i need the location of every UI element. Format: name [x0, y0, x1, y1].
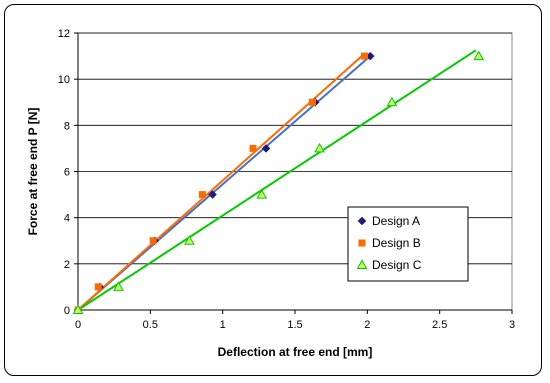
design-c-point	[473, 50, 485, 61]
x-tick-label: 3	[509, 319, 515, 331]
design-c-point	[386, 96, 398, 107]
y-tick-label: 2	[64, 259, 70, 271]
axes	[74, 32, 513, 314]
design-a-point	[208, 190, 217, 199]
design-a-point	[261, 144, 271, 153]
design-b-point	[198, 191, 206, 199]
design-b-point	[360, 52, 368, 60]
design-b-point	[308, 98, 316, 106]
legend-label-design-c: Design C	[372, 258, 422, 272]
x-tick-label: 2.5	[432, 319, 447, 331]
design-c-point	[113, 281, 124, 291]
x-tick-label: 2	[364, 319, 370, 331]
legend: Design A Design B Design C	[347, 206, 469, 282]
legend-marker-design-a	[357, 216, 367, 226]
data-markers	[72, 50, 485, 315]
legend-marker-design-b	[358, 239, 366, 247]
y-tick-label: 8	[64, 120, 70, 132]
tick-labels: 0 2 4 6 8 10 12 0 0.5 1 1.5 2 2.5 3	[58, 28, 515, 331]
x-tick-label: 0.5	[143, 319, 158, 331]
legend-marker-design-c	[356, 259, 368, 269]
y-tick-label: 12	[58, 28, 70, 40]
legend-label-design-a: Design A	[372, 214, 420, 228]
y-tick-label: 10	[58, 74, 70, 86]
legend-box	[347, 206, 469, 282]
design-c-point	[256, 189, 268, 199]
design-c-point	[184, 235, 195, 245]
design-b-trendline	[77, 53, 366, 311]
y-axis-title: Force at free end P [N]	[26, 108, 40, 236]
design-c-point	[72, 304, 84, 314]
x-axis-title: Deflection at free end [mm]	[218, 345, 373, 359]
x-tick-label: 1.5	[287, 319, 302, 331]
y-tick-label: 0	[64, 305, 70, 317]
trendlines	[77, 49, 477, 311]
legend-label-design-b: Design B	[372, 236, 421, 250]
design-c-point	[314, 142, 325, 153]
design-c-trendline	[77, 49, 477, 311]
design-b-point	[149, 237, 157, 245]
y-tick-label: 6	[64, 167, 70, 179]
design-b-point	[249, 144, 257, 152]
x-tick-label: 0	[75, 319, 81, 331]
x-tick-label: 1	[220, 319, 226, 331]
design-b-point	[94, 283, 102, 291]
y-tick-label: 4	[64, 213, 70, 225]
